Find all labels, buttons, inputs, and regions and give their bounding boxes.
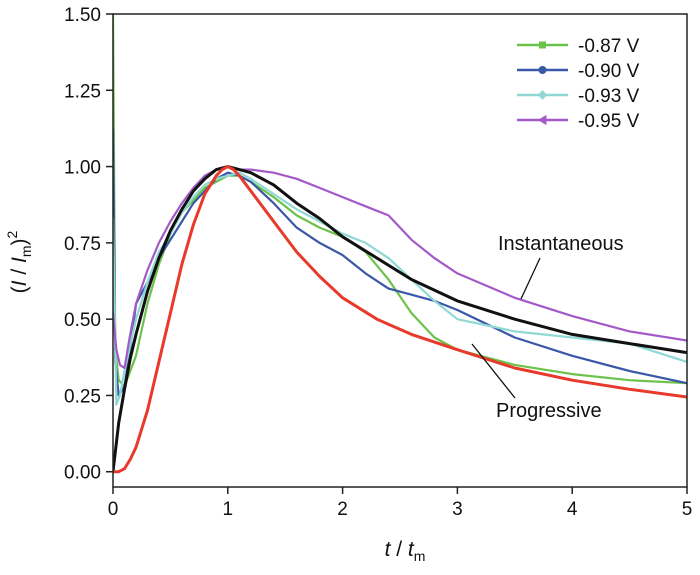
x-tick-label: 1 xyxy=(223,499,234,520)
legend: -0.87 V -0.90 V -0.93 V -0.95 V xyxy=(517,36,640,132)
y-tick-label: 0.00 xyxy=(64,463,101,484)
annotations: Instantaneous Progressive xyxy=(471,233,624,422)
legend-label: -0.95 V xyxy=(578,111,640,132)
legend-label: -0.90 V xyxy=(578,61,640,82)
x-tick-label: 5 xyxy=(682,499,693,520)
legend-marker-square xyxy=(539,41,546,49)
x-tick-label: 3 xyxy=(452,499,463,520)
legend-marker-triangle-left xyxy=(537,115,547,125)
legend-label: -0.93 V xyxy=(578,86,640,107)
x-tick-label: 4 xyxy=(567,499,578,520)
annotation-leader xyxy=(471,343,516,399)
y-tick-label: 0.50 xyxy=(64,310,101,331)
y-axis-label: (I / Im)2 xyxy=(4,230,34,293)
y-tick-label: 0.75 xyxy=(64,234,101,255)
legend-marker-diamond xyxy=(538,90,547,100)
series-line-093 xyxy=(113,171,687,406)
annotation-instantaneous: Instantaneous xyxy=(498,233,624,255)
x-axis-label: t / tm xyxy=(385,538,426,564)
legend-label: -0.87 V xyxy=(578,36,640,57)
axis-ticks: 0 1 2 3 4 5 0.00 0.25 0.50 0.75 1.00 1.25 1.50 xyxy=(64,5,692,520)
plot-frame xyxy=(112,13,688,488)
x-tick-label: 2 xyxy=(337,499,348,520)
annotation-progressive: Progressive xyxy=(496,400,602,422)
y-tick-label: 0.25 xyxy=(64,386,101,407)
progressive-theory-line xyxy=(113,165,687,474)
y-tick-label: 1.25 xyxy=(64,81,101,102)
y-tick-label: 1.00 xyxy=(64,158,101,179)
plot-lines xyxy=(113,13,687,474)
legend-marker-circle xyxy=(538,66,547,74)
x-tick-label: 0 xyxy=(108,499,119,520)
annotation-leader xyxy=(520,257,541,300)
series-line-090 xyxy=(113,128,687,397)
y-tick-label: 1.50 xyxy=(64,5,101,26)
